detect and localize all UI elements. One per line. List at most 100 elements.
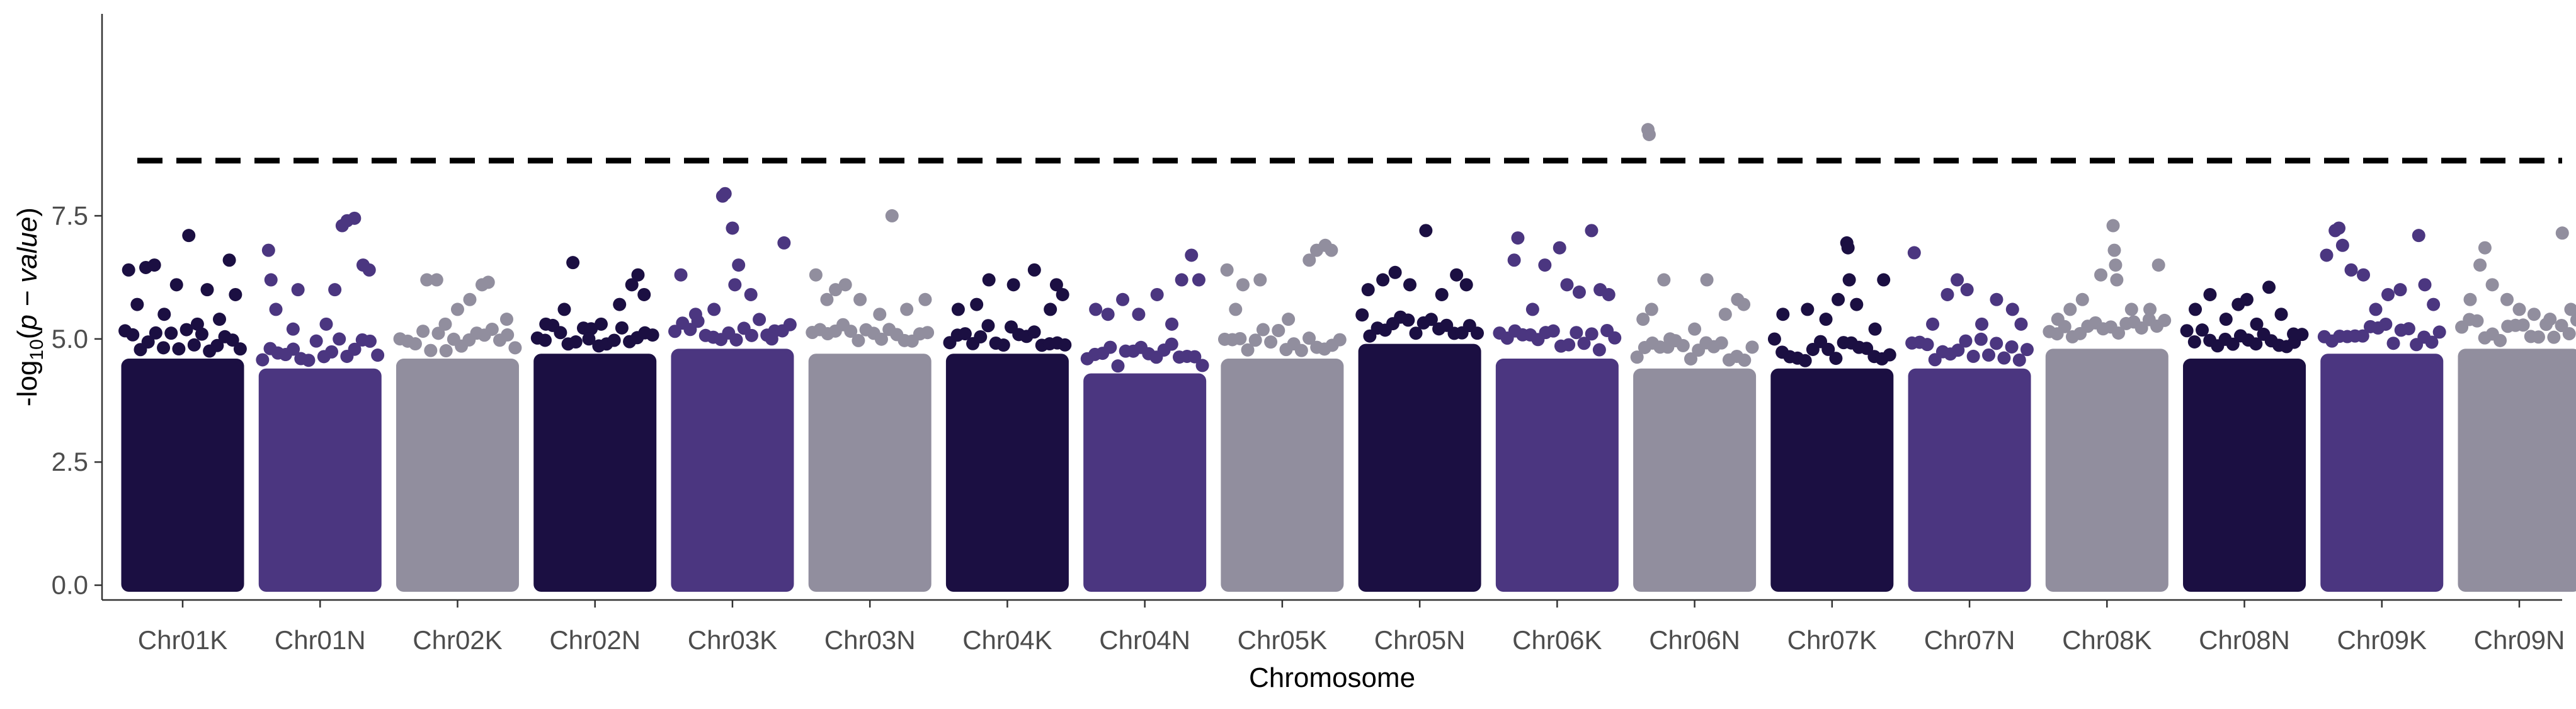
data-point — [688, 308, 702, 321]
data-point — [637, 287, 651, 301]
data-point — [2005, 303, 2019, 316]
data-point — [2527, 308, 2541, 321]
edge-point — [554, 326, 567, 340]
data-point — [744, 287, 758, 301]
data-point — [809, 268, 823, 282]
data-point — [499, 313, 513, 326]
data-point — [1525, 303, 1539, 316]
edge-point — [1302, 331, 1316, 345]
axes — [101, 14, 2562, 601]
data-point — [169, 278, 183, 292]
data-point — [2063, 303, 2077, 316]
edge-point — [753, 313, 767, 326]
x-tick-label: Chr05N — [1374, 625, 1466, 655]
data-point — [213, 313, 226, 326]
data-point — [1459, 278, 1473, 292]
edge-point — [1974, 332, 1988, 346]
data-point — [2357, 268, 2371, 282]
data-point — [1175, 273, 1188, 287]
x-tick-label: Chr09K — [2337, 625, 2427, 655]
x-tick-label: Chr05K — [1238, 625, 1327, 655]
band-Chr02K — [396, 359, 519, 592]
data-point — [873, 308, 887, 321]
edge-point — [180, 323, 193, 337]
edge-point — [1684, 352, 1697, 366]
data-point — [2412, 229, 2425, 243]
edge-point — [744, 328, 758, 342]
data-point — [2463, 292, 2477, 306]
edge-point — [1233, 331, 1247, 345]
edge-point — [2005, 340, 2019, 354]
data-point — [1560, 278, 1574, 292]
band-Chr08K — [2045, 349, 2169, 592]
band-Chr01N — [258, 368, 382, 592]
band-Chr04K — [945, 354, 1069, 592]
edge-point — [210, 338, 224, 352]
data-point — [732, 258, 746, 272]
y-tick-label: 5.0 — [52, 324, 88, 354]
band-Chr06N — [1633, 368, 1757, 592]
x-axis-title: Chromosome — [1249, 662, 1415, 693]
data-point — [1361, 283, 1375, 297]
edge-point — [424, 343, 438, 357]
y-tick-label: 0.0 — [52, 570, 88, 600]
edge-point — [1027, 325, 1041, 339]
edge-point — [1738, 354, 1752, 367]
data-point — [1165, 317, 1179, 331]
data-point — [2075, 292, 2089, 306]
data-point — [1006, 278, 1020, 292]
data-point — [1602, 287, 1616, 301]
data-point — [1941, 287, 1954, 301]
edge-point — [2493, 333, 2507, 347]
data-point — [2143, 303, 2157, 316]
data-point — [147, 258, 161, 272]
data-point — [1907, 246, 1921, 260]
data-point — [1842, 273, 1856, 287]
data-point — [2250, 317, 2264, 331]
edge-point — [1058, 338, 1072, 352]
data-point — [1644, 303, 1658, 316]
band-Chr06K — [1495, 359, 1619, 592]
edge-point — [1241, 343, 1255, 357]
edge-point — [1546, 324, 1560, 338]
data-point — [1229, 303, 1243, 316]
band-Chr07N — [1908, 368, 2031, 592]
edge-point — [2249, 337, 2263, 351]
edge-point — [2386, 337, 2400, 350]
data-point — [2262, 280, 2276, 294]
edge-point — [2531, 330, 2545, 344]
x-tick-label: Chr03N — [824, 625, 916, 655]
edge-point — [187, 338, 201, 352]
edge-point — [2195, 323, 2209, 337]
data-point — [450, 303, 464, 316]
band-Chr09N — [2458, 349, 2576, 592]
edge-point — [149, 326, 162, 340]
y-axis-title-open: ( — [12, 330, 43, 339]
data-point — [200, 283, 214, 297]
data-point — [1636, 313, 1650, 326]
edge-point — [1333, 333, 1347, 347]
data-point — [1819, 313, 1833, 326]
edge-point — [1592, 343, 1606, 357]
data-point — [2344, 263, 2358, 277]
data-point — [1663, 332, 1677, 346]
data-point — [1192, 273, 1205, 287]
data-point — [1185, 248, 1199, 262]
data-point — [970, 297, 984, 311]
data-point — [2109, 258, 2123, 272]
data-point — [1236, 278, 1250, 292]
y-axis-title-italic: p − value — [12, 217, 43, 331]
x-tick-label: Chr02K — [413, 625, 502, 655]
data-point — [438, 317, 452, 331]
y-axis-title-close: ) — [12, 207, 43, 217]
data-point — [1572, 285, 1586, 299]
edge-point — [157, 341, 171, 355]
band-Chr08N — [2183, 359, 2306, 592]
edge-point — [1409, 326, 1423, 340]
y-axis-title-subscript: 10 — [26, 339, 47, 360]
edge-point — [195, 327, 208, 341]
edge-point — [2226, 337, 2240, 351]
data-point — [1044, 303, 1057, 316]
data-point — [1150, 287, 1164, 301]
